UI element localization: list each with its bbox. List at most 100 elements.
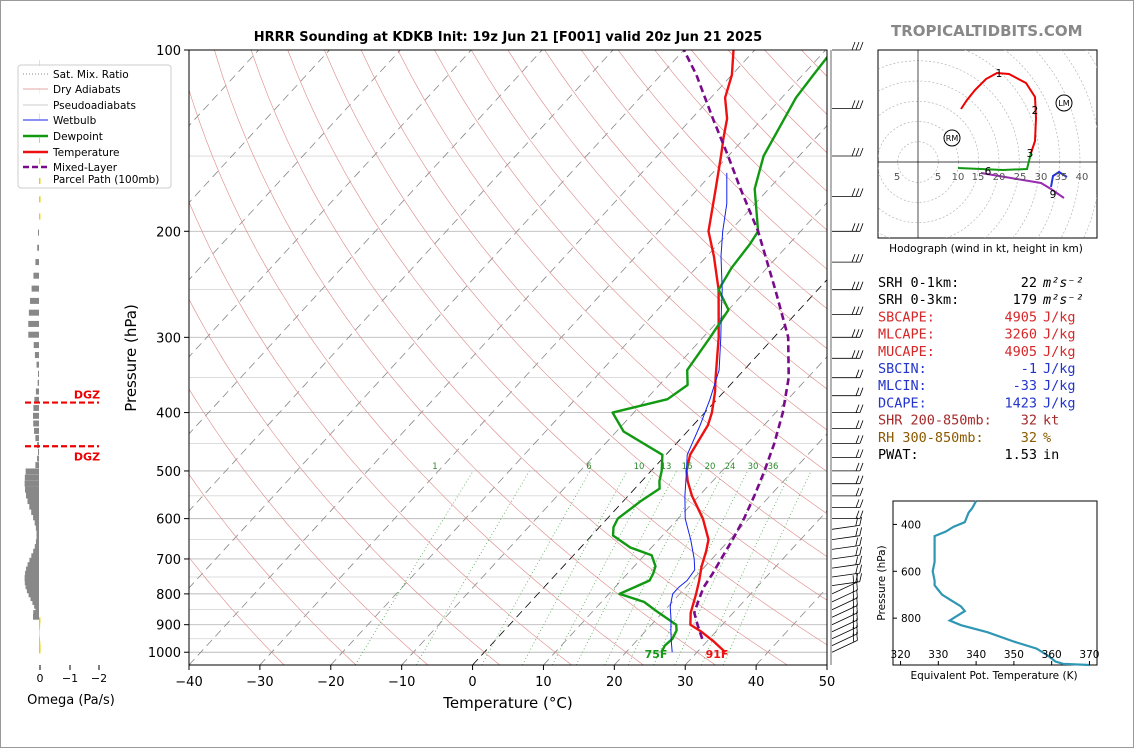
index-value: 32 xyxy=(1021,413,1037,429)
omega-bar xyxy=(38,229,39,236)
hodo-trace xyxy=(957,152,1032,172)
isotherm xyxy=(189,50,685,589)
theta-e-x-tick-label: 350 xyxy=(1004,649,1024,661)
hodo-ring-label: 25 xyxy=(1014,172,1027,183)
wind-barb xyxy=(831,604,858,626)
wind-barb xyxy=(832,281,864,291)
omega-bar xyxy=(35,435,39,442)
y-tick-label: 400 xyxy=(156,407,181,422)
wind-barb xyxy=(832,475,864,485)
isotherm xyxy=(189,50,401,281)
omega-bar xyxy=(34,544,39,551)
wind-barb xyxy=(832,420,864,429)
hodo-trace xyxy=(1050,170,1068,188)
omega-bar xyxy=(24,575,39,582)
omega-bar xyxy=(39,617,41,624)
index-value: 4905 xyxy=(1004,344,1037,360)
theta-e-x-tick-label: 330 xyxy=(928,649,948,661)
wind-barb xyxy=(831,527,862,540)
x-tick-label: 50 xyxy=(819,675,836,690)
hodo-marker-label: RM xyxy=(946,134,959,143)
wind-barbs xyxy=(830,41,864,665)
dry-adiabat xyxy=(189,556,285,665)
profile-temperature xyxy=(685,50,735,654)
index-label: MLCAPE: xyxy=(878,327,935,343)
isotherm xyxy=(189,50,756,665)
mixing-ratio-line xyxy=(722,470,812,665)
omega-bar xyxy=(33,514,39,521)
omega-bar xyxy=(27,562,39,569)
index-label: MUCAPE: xyxy=(878,344,935,360)
legend-label: Dry Adiabats xyxy=(53,84,121,96)
dry-adiabat xyxy=(214,50,716,665)
wind-barb xyxy=(831,546,862,560)
omega-bar xyxy=(39,637,41,644)
wind-barb xyxy=(832,369,864,379)
wind-barb xyxy=(832,41,864,51)
index-value: 3260 xyxy=(1004,327,1037,343)
wind-barb xyxy=(832,499,864,508)
hodo-marker-label: LM xyxy=(1058,99,1069,108)
theta-e-y-tick-label: 600 xyxy=(901,566,921,578)
dry-adiabat xyxy=(581,50,827,310)
omega-bar xyxy=(39,177,41,184)
skewt-plot xyxy=(189,50,827,665)
wind-barb xyxy=(831,611,858,633)
omega-bar xyxy=(24,579,39,586)
dry-adiabat xyxy=(250,50,788,665)
hodo-trace xyxy=(960,71,1038,154)
x-tick-label: 40 xyxy=(748,675,765,690)
index-label: RH 300-850mb: xyxy=(878,430,984,446)
theta-e-x-label: Equivalent Pot. Temperature (K) xyxy=(910,670,1077,682)
surface-dewpoint-label: 75F xyxy=(645,648,668,661)
isotherm xyxy=(189,50,472,358)
x-tick-label: 30 xyxy=(677,675,694,690)
y-tick-label: 500 xyxy=(156,465,181,480)
omega-bar xyxy=(24,480,39,487)
omega-bar xyxy=(35,259,39,266)
index-value: 22 xyxy=(1021,275,1037,291)
wind-barb xyxy=(832,306,864,316)
dgz-label: DGZ xyxy=(74,389,100,402)
skewt-title: HRRR Sounding at KDKB Init: 19z Jun 21 [… xyxy=(254,30,762,45)
omega-bar xyxy=(28,331,39,338)
omega-bar xyxy=(24,474,39,481)
omega-bar xyxy=(39,641,41,648)
omega-bar xyxy=(33,272,39,279)
legend-box xyxy=(17,64,172,189)
y-axis-label: Pressure (hPa) xyxy=(122,304,140,412)
omega-bar xyxy=(34,396,39,403)
wind-barb xyxy=(832,510,864,519)
dry-adiabat xyxy=(287,50,827,646)
wind-barb xyxy=(831,631,858,653)
index-unit: % xyxy=(1043,430,1051,446)
omega-bar xyxy=(39,624,40,631)
index-label: SRH 0-1km: xyxy=(878,275,959,291)
index-label: SBCIN: xyxy=(878,361,927,377)
wind-barb xyxy=(832,387,864,397)
omega-bar xyxy=(35,539,39,546)
y-tick-label: 900 xyxy=(156,619,181,634)
omega-bar xyxy=(34,602,39,609)
omega-bar xyxy=(35,388,39,395)
hodo-ring-label: 5 xyxy=(935,172,941,183)
omega-bar xyxy=(39,196,41,203)
hodo-ring-label: 20 xyxy=(993,172,1006,183)
wind-barb xyxy=(832,350,864,359)
x-tick-label: 10 xyxy=(535,675,552,690)
omega-bar xyxy=(37,442,39,449)
omega-bar xyxy=(39,158,41,165)
omega-bar xyxy=(33,404,39,411)
hodograph: 5 5 10 15 20 25 30 35 40 1 2 3 6 9 RM LM Hodograph (wind… xyxy=(877,49,1098,255)
omega-bar xyxy=(26,587,39,594)
y-tick-label: 300 xyxy=(156,331,181,346)
wind-barb xyxy=(832,188,864,197)
omega-tick-label: 0 xyxy=(37,672,44,685)
omega-bar xyxy=(33,420,39,427)
surface-temperature-label: 91F xyxy=(706,648,729,661)
index-label: DCAPE: xyxy=(878,395,927,411)
hodo-ring-label: 40 xyxy=(1076,172,1089,183)
index-unit: J/kg xyxy=(1043,361,1076,377)
omega-bar xyxy=(34,352,39,359)
